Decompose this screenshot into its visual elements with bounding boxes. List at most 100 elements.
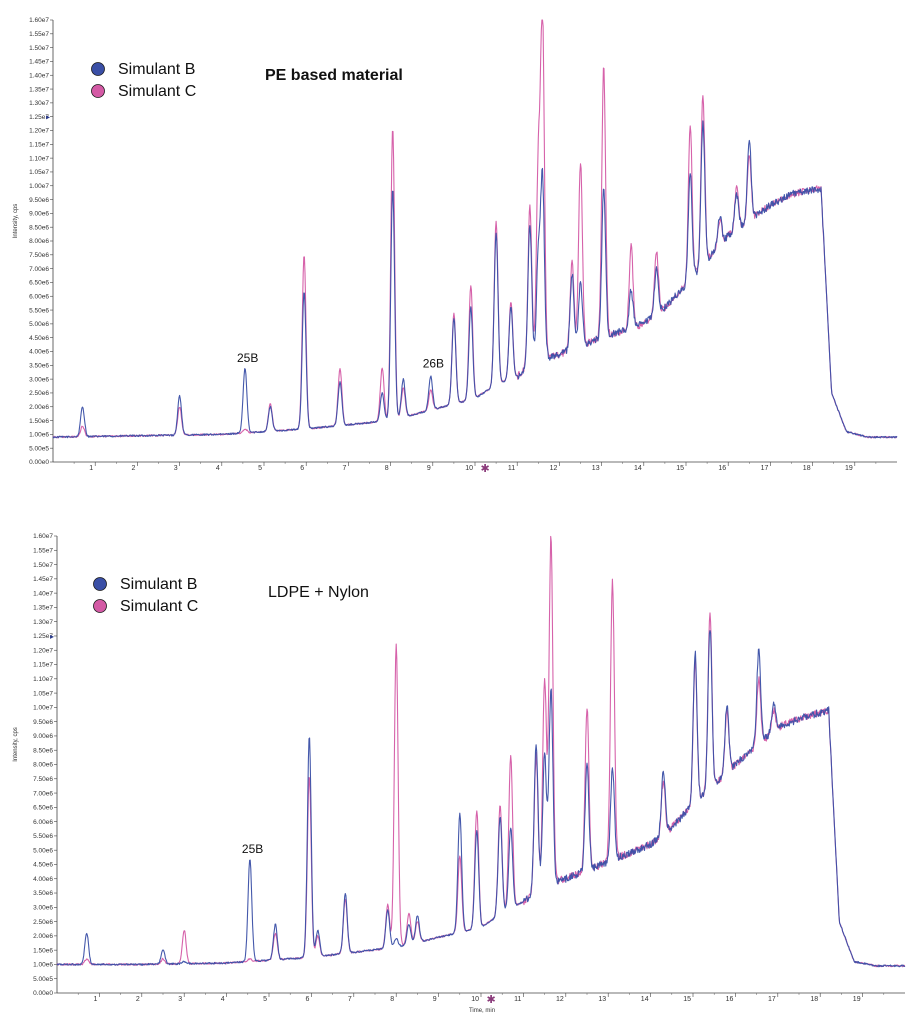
y-tick-label: 4.50e6 [33, 862, 53, 869]
y-tick-label: 1.25e7 [33, 633, 53, 640]
y-tick-label: 1.50e6 [33, 947, 53, 954]
y-tick-label: 8.00e6 [33, 762, 53, 769]
y-tick-label: 2.50e6 [33, 919, 53, 926]
x-tick-label: 9 [427, 465, 431, 472]
y-tick-label: 9.00e6 [33, 733, 53, 740]
y-tick-label: 1.20e7 [29, 128, 49, 135]
y-tick-label: 1.50e7 [33, 562, 53, 569]
chart-panel-1: 0.00e0 5.00e5 1.00e6 1.50e6 2.00e6 2.50e6 3.00… [13, 17, 898, 475]
y-tick-label: 3.50e6 [33, 890, 53, 897]
intensity-marker-icon: ▸ [46, 113, 50, 122]
y-tick-label: 5.50e6 [33, 833, 53, 840]
legend-marker-simulant-b [93, 577, 107, 591]
y-tick-label: 1.45e7 [29, 59, 49, 66]
y-tick-label: 2.50e6 [29, 390, 49, 397]
peak-annotation: 25B [242, 842, 263, 856]
y-axis-title: Intensity, cps [13, 727, 19, 762]
y-tick-label: 1.45e7 [33, 576, 53, 583]
x-tick-label: 4 [221, 996, 225, 1003]
x-tick-label: 3 [178, 996, 182, 1003]
x-tick-label: 11 [508, 465, 515, 472]
y-tick-label: 1.55e7 [33, 547, 53, 554]
chart-title: LDPE + Nylon [268, 584, 369, 601]
x-tick-label: 12 [556, 996, 564, 1003]
x-tick-label: 2 [136, 996, 140, 1003]
intensity-marker-icon: ▸ [50, 632, 54, 641]
x-tick-label: 17 [761, 465, 769, 472]
x-axis-title: Time, min [469, 1008, 495, 1014]
x-tick-label: 13 [598, 996, 606, 1003]
x-tick-label: 1 [93, 996, 97, 1003]
x-tick-label: 1 [89, 465, 93, 472]
y-tick-label: 1.50e6 [29, 418, 49, 425]
y-tick-label: 9.00e6 [29, 211, 49, 218]
y-tick-label: 6.50e6 [33, 805, 53, 812]
peak-annotation: 26B [423, 357, 444, 371]
x-tick-label: 8 [390, 996, 394, 1003]
x-tick-label: 8 [385, 465, 389, 472]
y-tick-label: 9.50e6 [29, 197, 49, 204]
y-tick-label: 1.55e7 [29, 31, 49, 38]
x-tick-label: 5 [263, 996, 267, 1003]
y-tick-label: 1.35e7 [33, 605, 53, 612]
chart-panel-2: 0.00e0 5.00e5 1.00e6 1.50e6 2.00e6 2.50e6 3.00… [13, 533, 906, 1014]
series-line-simulant-b [52, 120, 898, 439]
x-tick-label: 6 [300, 465, 304, 472]
time-marker-icon: ✱ [480, 463, 489, 475]
y-tick-label: 1.60e7 [33, 533, 53, 540]
y-tick-label: 1.15e7 [29, 142, 49, 149]
y-tick-label: 5.00e5 [29, 445, 49, 452]
y-tick-label: 0.00e0 [29, 459, 49, 466]
legend-marker-simulant-c [93, 599, 107, 613]
time-marker-icon: ✱ [486, 994, 495, 1006]
x-tick-label: 18 [803, 465, 811, 472]
y-tick-label: 1.25e7 [29, 114, 49, 121]
legend-label-simulant-c: Simulant C [118, 83, 196, 100]
y-tick-label: 2.00e6 [33, 933, 53, 940]
y-tick-label: 7.00e6 [29, 266, 49, 273]
x-tick-label: 6 [305, 996, 309, 1003]
y-tick-label: 7.00e6 [33, 790, 53, 797]
y-tick-label: 9.50e6 [33, 719, 53, 726]
y-tick-label: 1.10e7 [33, 676, 53, 683]
y-tick-label: 1.40e7 [33, 590, 53, 597]
x-tick-label: 10 [471, 996, 479, 1003]
x-tick-label: 15 [683, 996, 691, 1003]
legend-marker-simulant-b [91, 62, 105, 76]
y-tick-label: 1.10e7 [29, 155, 49, 162]
legend-label-simulant-b: Simulant B [118, 61, 195, 78]
y-tick-label: 1.15e7 [33, 662, 53, 669]
x-tick-label: 7 [348, 996, 352, 1003]
y-tick-label: 3.00e6 [33, 905, 53, 912]
legend-marker-simulant-c [91, 84, 105, 98]
y-axis-title: Intensity, cps [13, 204, 19, 239]
legend-label-simulant-b: Simulant B [120, 576, 197, 593]
y-tick-label: 3.00e6 [29, 376, 49, 383]
x-tick-label: 16 [726, 996, 734, 1003]
x-tick-label: 17 [768, 996, 776, 1003]
x-tick-label: 16 [718, 465, 726, 472]
x-tick-label: 14 [634, 465, 642, 472]
y-tick-label: 1.30e7 [29, 100, 49, 107]
y-tick-label: 1.00e6 [33, 962, 53, 969]
x-tick-label: 11 [514, 996, 521, 1003]
x-tick-label: 10 [465, 465, 473, 472]
x-tick-label: 7 [342, 465, 346, 472]
series-line-simulant-b [56, 630, 906, 968]
x-tick-label: 2 [131, 465, 135, 472]
y-tick-label: 8.50e6 [33, 747, 53, 754]
x-tick-label: 14 [641, 996, 649, 1003]
x-tick-label: 19 [853, 996, 861, 1003]
y-tick-label: 1.00e7 [33, 705, 53, 712]
x-tick-label: 3 [174, 465, 178, 472]
y-tick-label: 1.50e7 [29, 45, 49, 52]
y-tick-label: 8.00e6 [29, 238, 49, 245]
x-tick-label: 13 [592, 465, 600, 472]
y-tick-label: 5.50e6 [29, 307, 49, 314]
y-tick-label: 1.60e7 [29, 17, 49, 24]
x-tick-label: 19 [845, 465, 853, 472]
x-tick-label: 4 [216, 465, 220, 472]
y-tick-label: 4.00e6 [29, 349, 49, 356]
y-tick-label: 1.05e7 [29, 169, 49, 176]
